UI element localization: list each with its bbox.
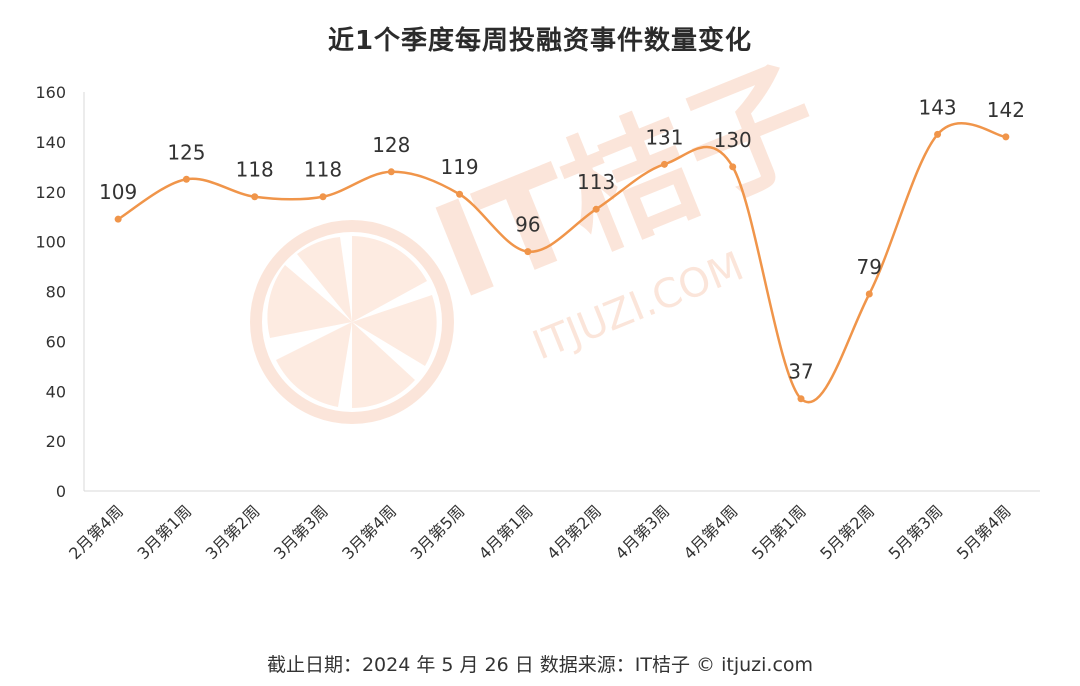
x-tick-label: 2月第4周 <box>65 501 127 563</box>
data-label: 130 <box>714 128 752 152</box>
y-tick-label: 120 <box>35 183 66 202</box>
x-tick-label: 5月第3周 <box>885 501 947 563</box>
data-point <box>251 193 259 201</box>
x-tick-label: 4月第3周 <box>611 501 673 563</box>
data-point <box>387 168 395 176</box>
x-tick-label: 5月第2周 <box>816 501 878 563</box>
data-label: 142 <box>987 98 1025 122</box>
data-label: 131 <box>645 125 683 149</box>
data-label: 118 <box>304 158 342 182</box>
data-point <box>182 175 190 183</box>
x-tick-label: 3月第2周 <box>202 501 264 563</box>
data-point <box>1002 133 1010 141</box>
x-tick-label: 5月第1周 <box>748 501 810 563</box>
y-tick-label: 0 <box>56 482 66 501</box>
data-label: 79 <box>857 255 882 279</box>
data-point <box>865 290 873 298</box>
data-points <box>114 130 1010 403</box>
data-point <box>797 395 805 403</box>
y-tick-label: 160 <box>35 83 66 102</box>
data-point <box>319 193 327 201</box>
data-label: 118 <box>236 158 274 182</box>
y-tick-label: 80 <box>46 283 66 302</box>
x-tick-label: 3月第1周 <box>133 501 195 563</box>
axes <box>83 92 1040 492</box>
y-tick-labels: 0 20 40 60 80 100 120 140 160 <box>35 83 66 501</box>
y-tick-label: 20 <box>46 432 66 451</box>
data-label: 109 <box>99 180 137 204</box>
x-tick-label: 5月第4周 <box>953 501 1015 563</box>
y-tick-label: 140 <box>35 133 66 152</box>
x-tick-label: 3月第4周 <box>338 501 400 563</box>
data-point <box>524 248 532 256</box>
x-tick-label: 3月第5周 <box>407 501 469 563</box>
data-point <box>456 190 464 198</box>
data-label: 37 <box>788 360 813 384</box>
data-point <box>660 160 668 168</box>
x-tick-label: 4月第2周 <box>543 501 605 563</box>
watermark-orange-slices <box>267 236 437 408</box>
data-label: 125 <box>167 140 205 164</box>
data-label: 96 <box>515 213 540 237</box>
data-point <box>114 215 122 223</box>
watermark-orange-logo <box>250 220 454 424</box>
y-tick-label: 100 <box>35 233 66 252</box>
data-labels: 109 125 118 118 128 119 96 113 131 130 37 79 143 142 <box>99 95 1025 383</box>
y-tick-label: 40 <box>46 382 66 401</box>
data-point <box>934 130 942 138</box>
footer-source: 截止日期：2024 年 5 月 26 日 数据来源：IT桔子 © itjuzi.… <box>266 654 814 676</box>
x-tick-label: 4月第1周 <box>475 501 537 563</box>
data-point <box>592 205 600 213</box>
chart-title: 近1个季度每周投融资事件数量变化 <box>327 26 753 56</box>
data-label: 143 <box>918 95 956 119</box>
x-tick-labels: 2月第4周 3月第1周 3月第2周 3月第3周 3月第4周 3月第5周 4月第1周 4月第2周… <box>65 501 1014 563</box>
data-label: 128 <box>372 133 410 157</box>
data-point <box>729 163 737 171</box>
x-tick-label: 3月第3周 <box>270 501 332 563</box>
data-label: 113 <box>577 170 615 194</box>
y-tick-label: 60 <box>46 332 66 351</box>
x-tick-label: 4月第4周 <box>680 501 742 563</box>
data-label: 119 <box>440 155 478 179</box>
